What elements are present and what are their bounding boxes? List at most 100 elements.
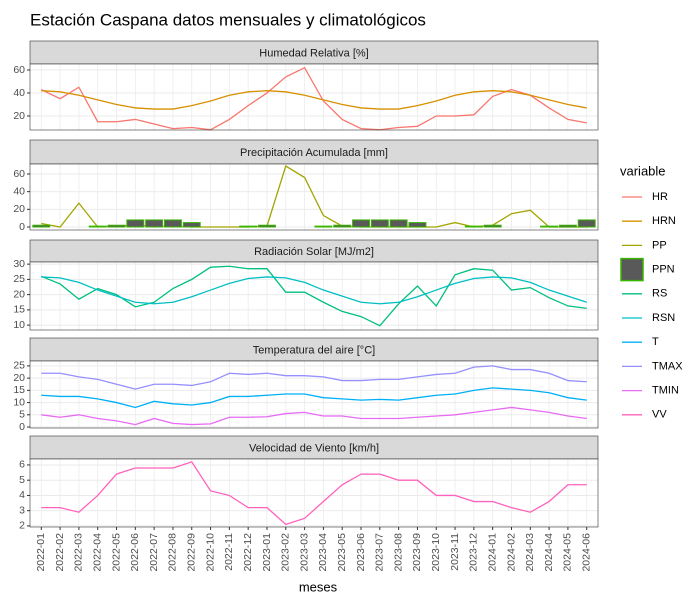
x-tick-label: 2022-08 — [167, 533, 179, 572]
legend-label: VV — [652, 409, 667, 421]
panel — [30, 262, 598, 330]
line — [41, 461, 587, 526]
x-tick-label: 2024-06 — [580, 533, 592, 572]
y-tick-label: 0 — [19, 421, 25, 433]
bar — [314, 225, 333, 228]
y-tick-label: 10 — [13, 319, 25, 331]
panel-border — [29, 63, 599, 131]
line — [41, 406, 587, 426]
x-tick-label: 2023-03 — [298, 533, 310, 572]
panel-border — [29, 458, 599, 528]
y-tick-label: 25 — [13, 273, 25, 285]
y-tick-label: 15 — [13, 384, 25, 396]
strip — [29, 139, 599, 165]
y-tick-label: 40 — [13, 87, 25, 99]
bar — [107, 224, 126, 228]
y-tick-label: 40 — [13, 185, 25, 197]
bar — [126, 219, 145, 228]
line — [41, 387, 587, 409]
bar — [370, 219, 389, 228]
x-tick-label: 2023-10 — [430, 533, 442, 572]
panel-border — [29, 360, 599, 429]
x-tick-label: 2023-11 — [449, 533, 461, 571]
legend-label: PP — [652, 239, 667, 251]
bar — [163, 219, 182, 228]
legend-label: T — [652, 336, 659, 348]
x-tick-label: 2022-07 — [148, 533, 160, 572]
y-tick-label: 20 — [13, 288, 25, 300]
x-tick-label: 2022-12 — [242, 533, 254, 572]
panel-title: Humedad Relativa [%] — [259, 47, 368, 59]
y-tick-label: 60 — [13, 168, 25, 180]
x-tick-label: 2024-03 — [524, 533, 536, 572]
y-tick-label: 5 — [19, 474, 25, 486]
x-tick-label: 2024-04 — [543, 533, 555, 572]
bar — [408, 222, 427, 228]
line — [41, 90, 587, 110]
x-tick-label: 2022-03 — [73, 533, 85, 572]
x-tick-label: 2024-02 — [505, 533, 517, 572]
panel — [30, 361, 598, 428]
x-tick-label: 2022-01 — [35, 533, 47, 572]
bar — [540, 225, 559, 228]
panel-title: Precipitación Acumulada [mm] — [240, 147, 388, 159]
panel-title: Radiación Solar [MJ/m2] — [254, 246, 374, 258]
y-tick-label: 4 — [19, 489, 25, 501]
x-tick-label: 2024-05 — [562, 533, 574, 572]
x-tick-label: 2023-02 — [280, 533, 292, 572]
x-tick-label: 2022-11 — [223, 533, 235, 571]
line — [40, 66, 587, 131]
x-tick-label: 2023-06 — [355, 533, 367, 572]
y-tick-label: 10 — [13, 396, 25, 408]
panel-border — [29, 261, 599, 331]
x-tick-label: 2023-09 — [411, 533, 423, 572]
y-tick-label: 6 — [19, 459, 25, 471]
y-tick-label: 2 — [19, 520, 25, 532]
y-tick-label: 60 — [13, 64, 25, 76]
x-tick-label: 2022-10 — [204, 533, 216, 572]
line — [41, 265, 587, 327]
panel-border — [29, 163, 599, 231]
bar — [182, 222, 201, 228]
y-tick-label: 5 — [19, 409, 25, 421]
legend-title: variable — [620, 163, 666, 178]
bar — [352, 219, 370, 228]
y-tick-label: 3 — [19, 504, 25, 516]
bar — [32, 224, 51, 228]
x-tick-label: 2023-05 — [336, 533, 348, 572]
bar — [558, 224, 577, 228]
y-tick-label: 0 — [19, 221, 25, 233]
y-tick-label: 15 — [13, 304, 25, 316]
legend-label: PPN — [652, 264, 675, 276]
bar — [88, 225, 107, 228]
y-tick-label: 20 — [13, 372, 25, 384]
bar — [145, 219, 164, 228]
panel — [30, 459, 598, 527]
legend-label: HR — [652, 191, 668, 203]
x-axis-label: meses — [299, 579, 338, 594]
line — [41, 276, 587, 305]
x-tick-label: 2022-04 — [91, 533, 103, 572]
legend-label: RS — [652, 288, 667, 300]
y-tick-label: 30 — [13, 258, 25, 270]
chart-title: Estación Caspana datos mensuales y clima… — [30, 10, 426, 29]
legend-label: TMAX — [652, 360, 683, 372]
bar — [483, 224, 502, 228]
x-tick-label: 2022-09 — [186, 533, 198, 572]
x-tick-label: 2023-01 — [261, 533, 273, 572]
bar — [464, 225, 483, 228]
bar — [258, 224, 276, 228]
legend-key — [620, 257, 644, 282]
panel-title: Velocidad de Viento [km/h] — [249, 442, 379, 454]
x-tick-label: 2024-01 — [486, 533, 498, 572]
x-tick-label: 2022-05 — [110, 533, 122, 572]
panel-title: Temperatura del aire [°C] — [253, 344, 375, 356]
legend-label: RSN — [652, 312, 675, 324]
legend-label: HRN — [652, 215, 676, 227]
y-tick-label: 20 — [13, 203, 25, 215]
y-tick-label: 25 — [13, 360, 25, 372]
x-tick-label: 2023-07 — [374, 533, 386, 572]
line — [41, 365, 587, 390]
